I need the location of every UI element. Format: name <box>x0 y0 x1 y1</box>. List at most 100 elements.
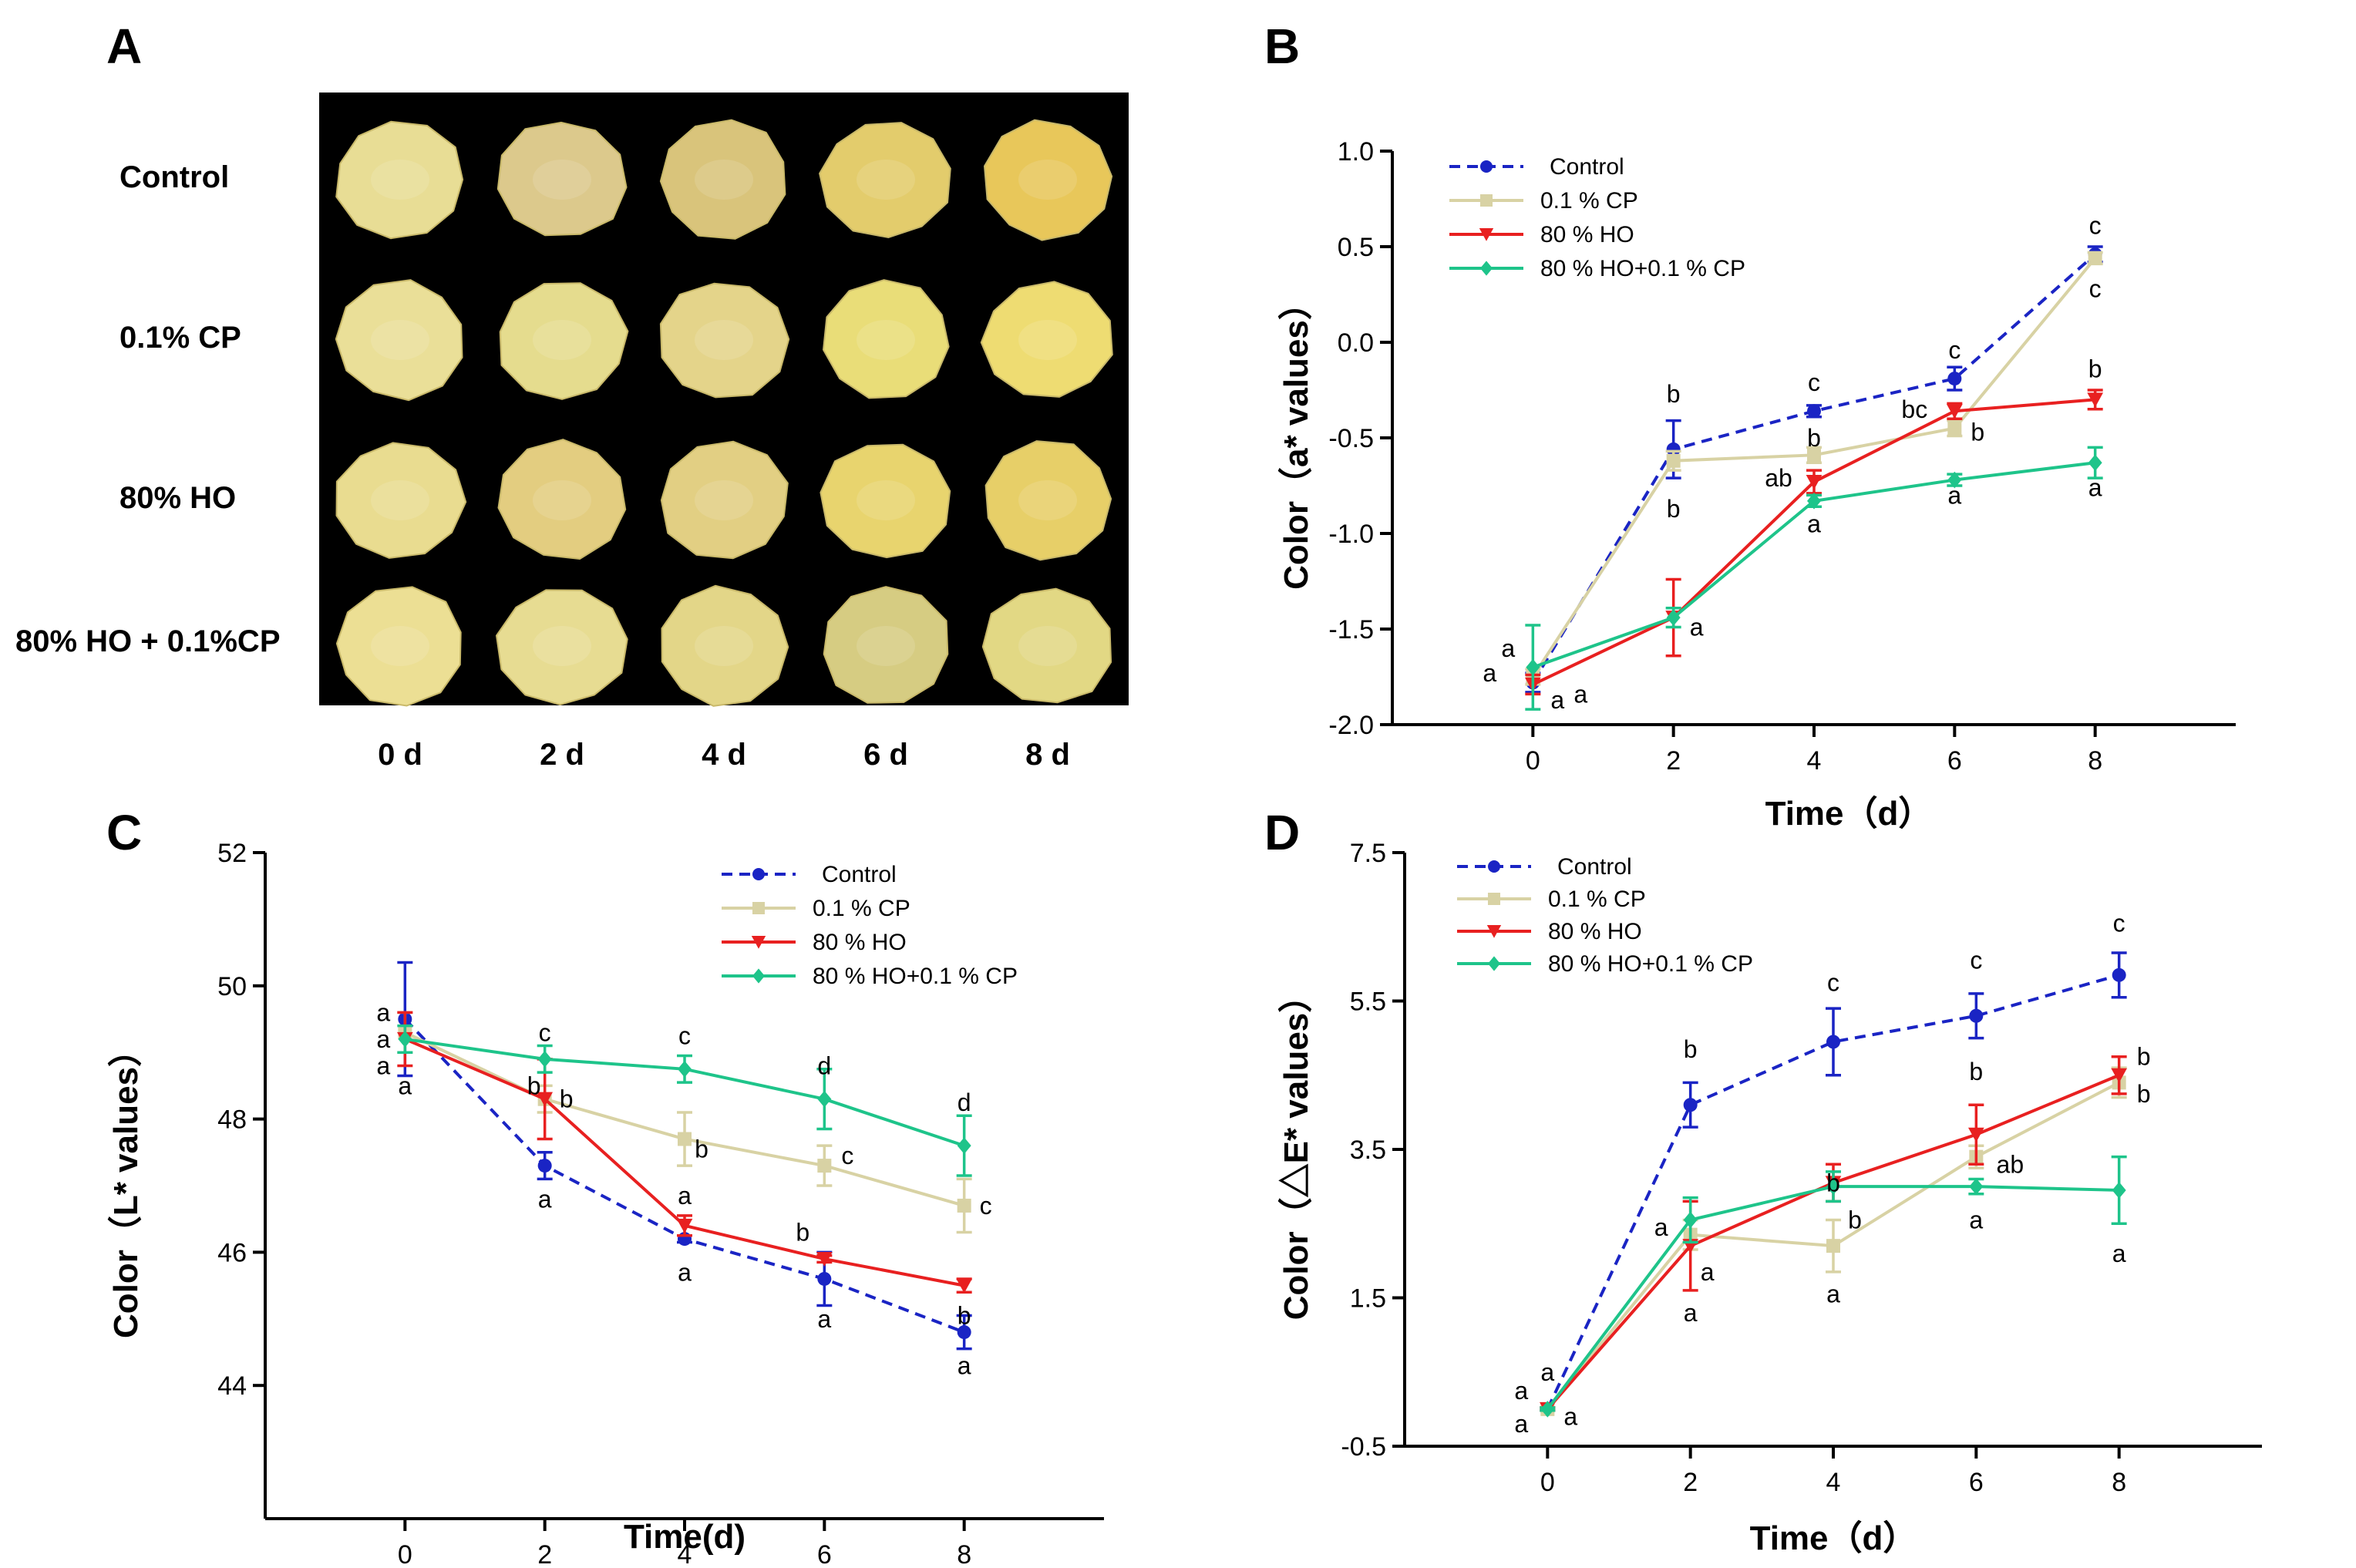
potato-slice <box>660 440 789 560</box>
legend-label: 80 % HO+0.1 % CP <box>1548 951 1753 977</box>
data-point <box>817 1159 832 1173</box>
significance-letter: a <box>1563 1403 1577 1431</box>
slice-highlight <box>1018 320 1077 360</box>
significance-letter: c <box>2089 275 2102 303</box>
significance-letter: a <box>1807 510 1821 538</box>
slice-highlight <box>533 160 591 200</box>
y-tick-label: 44 <box>217 1371 247 1401</box>
y-axis-title: Color（L* values） <box>107 1033 145 1338</box>
slice-highlight <box>533 480 591 520</box>
y-tick-label: 46 <box>217 1238 247 1267</box>
legend-label: 80 % HO <box>1540 222 1634 247</box>
legend-label: 80 % HO+0.1 % CP <box>813 964 1018 989</box>
data-point <box>678 1132 692 1146</box>
legend-label: Control <box>1557 854 1632 880</box>
significance-letter: c <box>2113 909 2125 937</box>
potato-slice <box>335 279 463 402</box>
potato-slice <box>499 282 629 400</box>
y-tick-label: -2.0 <box>1328 711 1374 740</box>
significance-letter: b <box>2088 355 2102 383</box>
data-point <box>1807 404 1821 419</box>
legend-marker <box>1488 956 1500 971</box>
data-point <box>817 1271 832 1286</box>
slice-highlight <box>857 626 915 666</box>
data-point <box>956 1278 973 1294</box>
potato-slice <box>984 440 1112 561</box>
significance-letter: c <box>678 1022 691 1050</box>
x-tick-label: 8 <box>2088 746 2102 776</box>
significance-letter: a <box>2112 1240 2126 1267</box>
significance-letter: a <box>1550 686 1564 714</box>
data-point <box>1666 609 1681 626</box>
y-tick-label: 3.5 <box>1350 1136 1386 1165</box>
x-tick-label: 4 <box>678 1540 692 1568</box>
significance-letter: a <box>1483 659 1496 687</box>
data-point <box>957 1325 971 1340</box>
slice-highlight <box>695 480 753 520</box>
potato-slice <box>823 586 949 704</box>
row-label-ho-cp: 80% HO + 0.1%CP <box>15 624 281 658</box>
significance-letter: a <box>1573 680 1587 708</box>
x-axis-title: Time(d) <box>624 1518 746 1556</box>
y-tick-label: 1.5 <box>1350 1284 1386 1314</box>
data-point <box>957 1137 971 1154</box>
data-point <box>1666 442 1681 456</box>
data-point <box>1540 1401 1555 1418</box>
data-point <box>1807 448 1821 463</box>
legend-label: 80 % HO <box>1548 919 1642 944</box>
data-point <box>1807 493 1821 510</box>
x-tick-label: 0 <box>398 1540 412 1568</box>
significance-letter: b <box>796 1218 809 1246</box>
data-point <box>537 1092 554 1107</box>
slice-highlight <box>695 320 753 360</box>
legend-marker <box>751 936 766 949</box>
x-tick-label: 6 <box>1947 746 1962 776</box>
data-point <box>1947 372 1962 386</box>
data-point <box>2087 392 2104 408</box>
data-point <box>1666 453 1681 468</box>
data-point <box>1683 1211 1698 1229</box>
panel-a-letter: A <box>106 19 142 74</box>
x-tick-label: 6 <box>817 1540 832 1568</box>
significance-letter: b <box>1969 1058 1983 1085</box>
potato-slice <box>335 120 464 240</box>
slice-highlight <box>1018 626 1077 666</box>
panel-c-letter: C <box>106 805 142 860</box>
significance-letter: d <box>958 1089 971 1116</box>
data-point <box>817 1090 832 1108</box>
significance-letter: c <box>1970 947 1982 974</box>
data-point <box>816 1252 833 1267</box>
significance-letter: a <box>1690 614 1704 641</box>
data-point <box>1806 475 1823 490</box>
significance-letter: a <box>678 1182 692 1210</box>
legend-marker <box>1480 160 1493 173</box>
series-80-ho-0-1-cp <box>397 1024 972 1177</box>
slice-highlight <box>533 626 591 666</box>
y-tick-label: -0.5 <box>1341 1432 1386 1462</box>
significance-letter: b <box>1684 1035 1698 1063</box>
x-tick-label: 2 <box>537 1540 552 1568</box>
potato-slice <box>822 279 950 399</box>
significance-letter: b <box>695 1135 708 1163</box>
significance-letter: b <box>958 1301 971 1329</box>
legend-marker <box>752 902 765 914</box>
potato-slice <box>820 443 951 559</box>
y-tick-label: -1.5 <box>1328 615 1374 644</box>
data-point <box>676 1218 693 1233</box>
significance-letter: a <box>376 998 390 1026</box>
potato-slice <box>819 122 951 239</box>
slice-highlight <box>371 626 429 666</box>
significance-letter: a <box>958 1351 971 1379</box>
significance-letter: c <box>539 1018 551 1046</box>
potato-slice <box>496 121 628 237</box>
significance-letter: b <box>527 1072 541 1099</box>
legend-marker <box>1480 194 1493 207</box>
row-label-cp: 0.1% CP <box>119 321 241 355</box>
y-tick-label: 0.0 <box>1338 328 1374 358</box>
significance-letter: bc <box>1901 395 1927 423</box>
potato-slice <box>497 439 627 560</box>
legend-label: 80 % HO+0.1 % CP <box>1540 256 1745 281</box>
potato-slice <box>983 119 1113 241</box>
x-tick-label: 8 <box>2112 1468 2126 1497</box>
data-point <box>2111 1068 2128 1083</box>
